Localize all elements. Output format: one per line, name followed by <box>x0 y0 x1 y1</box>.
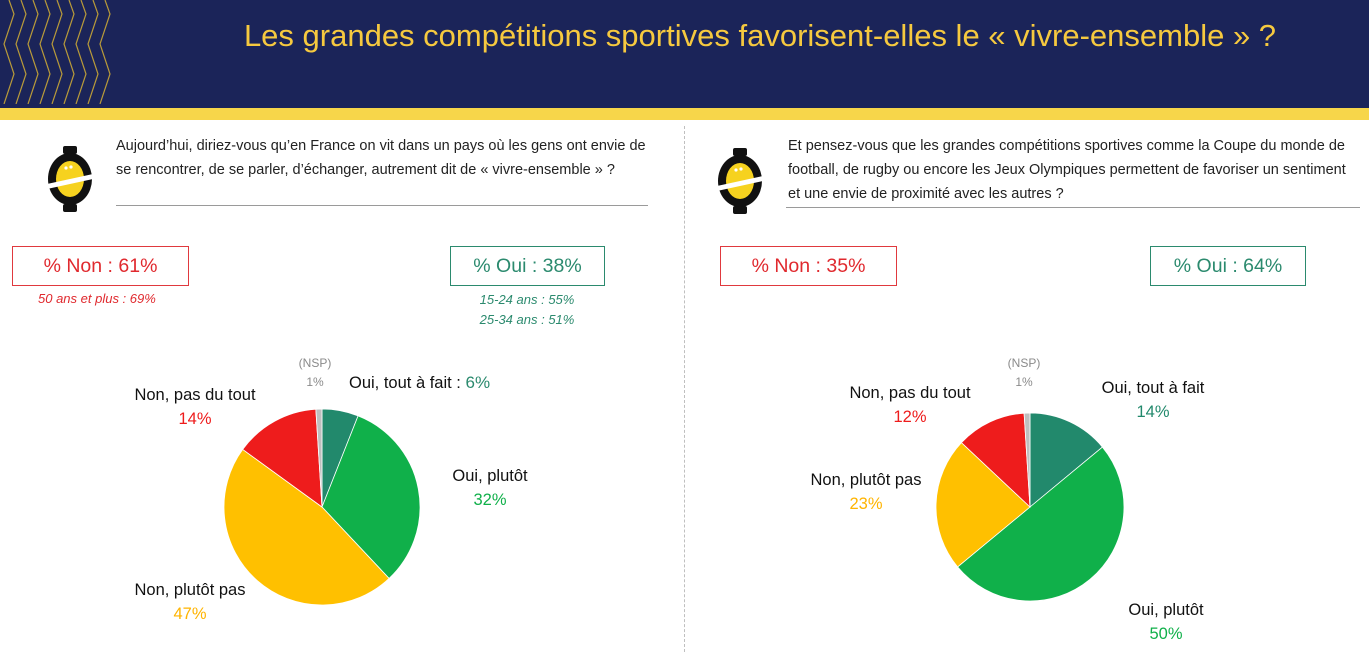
right-non-pas-du-tout-text: Non, pas du tout <box>849 384 971 402</box>
left-oui-plutot-text: Oui, plutôt <box>452 467 528 485</box>
left-non-plutot-pas-text: Non, plutôt pas <box>134 581 246 599</box>
right-question-text: Et pensez-vous que les grandes compétiti… <box>788 138 1346 202</box>
left-pie-chart <box>223 408 421 606</box>
right-oui-total-box: % Oui : 64% <box>1150 246 1306 286</box>
left-pie-slice-non-plutot-pas <box>223 448 390 606</box>
chevron-pattern-decoration <box>3 0 111 104</box>
left-oui-subgroup-1: 15-24 ans : 55% <box>479 292 575 307</box>
left-oui-plutot-label: Oui, plutôt 32% <box>445 464 535 512</box>
header-banner: Les grandes compétitions sportives favor… <box>0 0 1369 108</box>
left-non-pas-du-tout-pct: 14% <box>178 410 212 428</box>
right-oui-tout-pct: 14% <box>1136 403 1170 421</box>
left-nsp-label: (NSP) 1% <box>290 354 340 392</box>
right-non-total-box: % Non : 35% <box>720 246 897 286</box>
left-pie-slice-non-pas-du-tout <box>242 408 323 508</box>
panel-divider <box>684 126 685 652</box>
right-oui-tout-label: Oui, tout à fait 14% <box>1092 376 1214 424</box>
right-non-plutot-pas-text: Non, plutôt pas <box>810 471 922 489</box>
left-pie-slice-nsp <box>315 408 323 508</box>
left-non-total-box: % Non : 61% <box>12 246 189 286</box>
right-nsp-label: (NSP) 1% <box>999 354 1049 392</box>
left-question-underline <box>116 205 648 206</box>
left-oui-subgroup-2: 25-34 ans : 51% <box>479 312 575 327</box>
brand-logo-icon <box>47 146 93 212</box>
right-nsp-pct: 1% <box>1015 375 1033 389</box>
right-pie-slice-non-pas-du-tout <box>960 412 1031 508</box>
right-non-pas-du-tout-pct: 12% <box>893 408 927 426</box>
right-non-pas-du-tout-label: Non, pas du tout 12% <box>843 381 977 429</box>
left-oui-tout-pct: 6% <box>465 373 491 392</box>
left-oui-tout-text: Oui, tout à fait : <box>349 374 466 392</box>
right-pie-slice-nsp <box>1023 412 1031 508</box>
right-oui-tout-text: Oui, tout à fait <box>1101 379 1205 397</box>
left-oui-tout-label: Oui, tout à fait : 6% <box>349 371 490 395</box>
right-oui-plutot-pct: 50% <box>1149 625 1183 643</box>
left-question-text: Aujourd’hui, diriez-vous qu’en France on… <box>116 138 646 178</box>
left-oui-total-box: % Oui : 38% <box>450 246 605 286</box>
page-title: Les grandes compétitions sportives favor… <box>243 18 1277 53</box>
right-non-plutot-pas-pct: 23% <box>849 495 883 513</box>
left-non-pas-du-tout-text: Non, pas du tout <box>134 386 256 404</box>
right-oui-plutot-label: Oui, plutôt 50% <box>1120 598 1212 646</box>
header-accent-stripe <box>0 108 1369 120</box>
right-pie-slice-oui-tout-a-fait <box>1029 412 1103 508</box>
left-pie-slice-oui-plutot <box>321 415 421 580</box>
right-nsp-text: (NSP) <box>1007 356 1041 370</box>
right-question-underline <box>786 207 1360 208</box>
right-pie-slice-oui-plutot <box>957 446 1125 602</box>
right-oui-plutot-text: Oui, plutôt <box>1128 601 1204 619</box>
left-oui-plutot-pct: 32% <box>473 491 507 509</box>
left-non-plutot-pas-label: Non, plutôt pas 47% <box>128 578 252 626</box>
left-non-pas-du-tout-label: Non, pas du tout 14% <box>128 383 262 431</box>
left-non-plutot-pas-pct: 47% <box>173 605 207 623</box>
left-nsp-text: (NSP) <box>298 356 332 370</box>
right-non-plutot-pas-label: Non, plutôt pas 23% <box>804 468 928 516</box>
brand-logo-icon <box>717 148 763 214</box>
left-non-subgroup: 50 ans et plus : 69% <box>38 291 156 306</box>
right-pie-chart <box>935 412 1125 602</box>
left-nsp-pct: 1% <box>306 375 324 389</box>
right-pie-slice-non-plutot-pas <box>935 442 1031 568</box>
